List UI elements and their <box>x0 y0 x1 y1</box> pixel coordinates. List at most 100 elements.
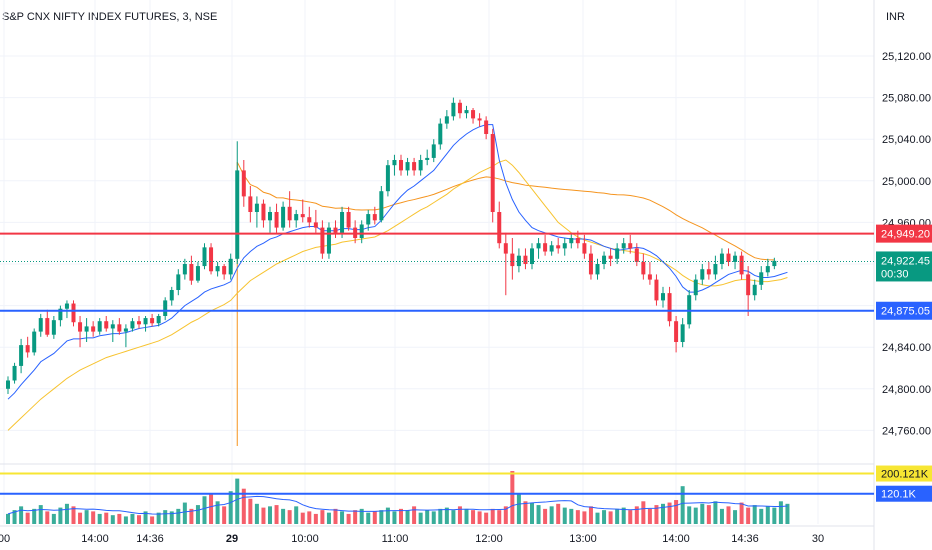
x-tick-label: 13:00 <box>569 533 597 545</box>
volume-bar <box>575 510 580 524</box>
candle-body <box>641 261 646 275</box>
candle-body <box>150 318 155 324</box>
candle <box>25 336 30 358</box>
candle <box>615 243 620 264</box>
countdown-label: 00:30 <box>881 268 909 280</box>
volume-bar <box>333 508 338 524</box>
price-levels[interactable] <box>0 232 874 312</box>
volume-bar <box>785 503 790 524</box>
candle <box>261 199 266 228</box>
candle-body <box>444 116 449 124</box>
candle <box>313 209 318 233</box>
candle-body <box>209 247 214 272</box>
candle <box>228 253 233 280</box>
volume-bar <box>719 508 724 524</box>
volume-bar <box>202 496 207 524</box>
candle-body <box>719 253 724 264</box>
candle <box>156 313 161 327</box>
candle-body <box>143 318 148 325</box>
volume-bar <box>372 511 377 524</box>
volume-bar <box>778 501 783 524</box>
volume-bar <box>110 515 115 524</box>
candle <box>471 108 476 124</box>
volume-bar <box>765 506 770 524</box>
candle-body <box>372 214 377 221</box>
volume-bar <box>117 513 122 524</box>
candle-body <box>84 326 89 332</box>
candle-body <box>281 206 286 228</box>
candle-body <box>156 316 161 324</box>
candle-body <box>45 318 50 335</box>
volume-bar <box>549 506 554 524</box>
x-tick-label: 14:36 <box>136 533 164 545</box>
candle <box>647 261 652 285</box>
candle-body <box>58 308 63 321</box>
candle-body <box>661 293 665 301</box>
candle <box>654 274 659 306</box>
candle-body <box>123 328 128 332</box>
candle-body <box>739 255 744 275</box>
candle-body <box>379 191 384 221</box>
candle-body <box>733 255 738 262</box>
candle-body <box>503 243 508 254</box>
candle <box>602 251 607 270</box>
volume-bar <box>412 506 417 524</box>
candle-body <box>621 243 626 249</box>
last-price-badge <box>876 251 932 282</box>
volume-bar <box>477 511 482 524</box>
volume-bar <box>300 512 305 524</box>
volume-bar <box>163 510 168 524</box>
candle <box>176 269 181 296</box>
candle-body <box>71 303 76 323</box>
candle-body <box>64 303 69 309</box>
candle-body <box>130 321 135 329</box>
y-tick-label: 24,800.00 <box>882 384 931 396</box>
candle-body <box>300 214 305 218</box>
candle <box>399 154 403 176</box>
candle-body <box>588 253 593 275</box>
candle <box>307 206 312 228</box>
volume-bar <box>182 502 187 524</box>
volume-bar <box>490 508 495 524</box>
candle <box>706 261 711 280</box>
candle <box>523 248 528 270</box>
candle <box>628 234 633 254</box>
candle-body <box>484 120 489 134</box>
volume-bar <box>621 507 626 524</box>
volume-bar <box>602 510 607 524</box>
candle <box>117 318 122 335</box>
volume-bar <box>222 506 227 524</box>
candle-body <box>759 272 764 285</box>
volume-levels <box>0 472 874 495</box>
candle <box>123 324 128 348</box>
candle-body <box>405 162 410 171</box>
candle-body <box>575 238 580 244</box>
candle-body <box>706 269 711 275</box>
candle <box>281 201 286 231</box>
candle <box>582 234 587 259</box>
volume-bar <box>215 501 220 524</box>
candle <box>733 251 738 270</box>
candle-body <box>752 284 757 296</box>
volume-bar <box>680 486 685 524</box>
candle <box>202 243 207 270</box>
candle-body <box>431 144 436 158</box>
candle <box>91 321 96 337</box>
volume-bar <box>91 511 96 524</box>
candle-body <box>451 102 456 117</box>
candle-body <box>608 255 613 259</box>
candle <box>746 266 751 316</box>
candle <box>235 141 240 264</box>
level-badge-label: 24,949.20 <box>881 229 930 241</box>
candle <box>189 255 194 285</box>
level-badge <box>876 301 932 320</box>
volume-bar <box>169 511 174 524</box>
candle <box>661 286 665 308</box>
candle-body <box>313 222 318 228</box>
volume-bar <box>562 507 567 524</box>
candle-body <box>510 253 515 267</box>
candle <box>326 222 331 259</box>
candle <box>477 113 482 127</box>
volume-bar <box>195 505 200 524</box>
